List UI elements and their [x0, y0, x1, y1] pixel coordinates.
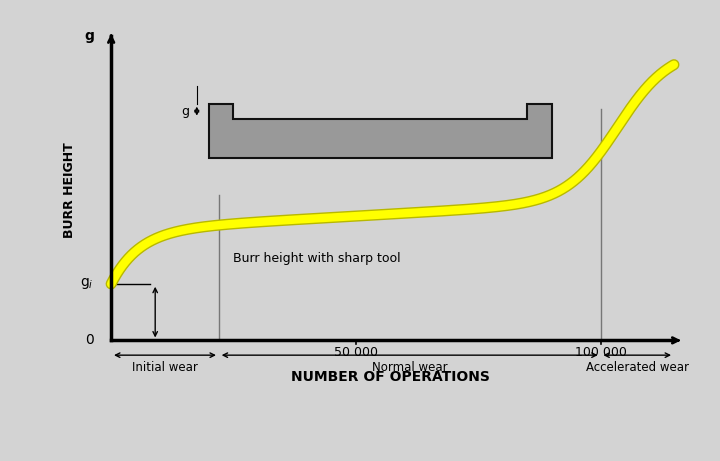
Text: 100 000: 100 000	[575, 346, 626, 359]
Text: BURR HEIGHT: BURR HEIGHT	[63, 142, 76, 238]
Text: 50 000: 50 000	[334, 346, 378, 359]
Polygon shape	[209, 104, 552, 158]
Text: g$_i$: g$_i$	[81, 277, 94, 291]
Text: 0: 0	[85, 333, 94, 348]
Text: NUMBER OF OPERATIONS: NUMBER OF OPERATIONS	[291, 370, 490, 384]
Text: Initial wear: Initial wear	[132, 361, 198, 373]
Text: Normal wear: Normal wear	[372, 361, 448, 373]
Text: g: g	[181, 105, 189, 118]
Text: g: g	[84, 30, 94, 43]
Text: Accelerated wear: Accelerated wear	[586, 361, 689, 373]
Text: Burr height with sharp tool: Burr height with sharp tool	[233, 252, 401, 265]
